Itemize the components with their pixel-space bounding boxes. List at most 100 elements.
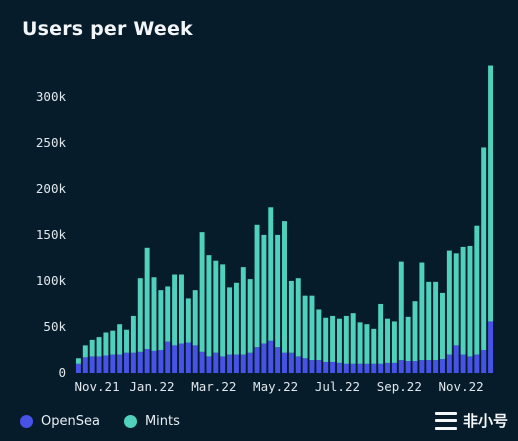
bar-mints[interactable] — [295, 278, 301, 357]
bar-mints[interactable] — [124, 329, 129, 353]
bar-mints[interactable] — [268, 207, 274, 341]
bar-opensea[interactable] — [268, 340, 274, 373]
bar-opensea[interactable] — [192, 345, 198, 373]
bar-mints[interactable] — [433, 281, 439, 361]
bar-mints[interactable] — [398, 261, 404, 361]
bar-opensea[interactable] — [213, 352, 219, 373]
bar-mints[interactable] — [336, 318, 342, 363]
bar-opensea[interactable] — [364, 363, 370, 373]
bar-mints[interactable] — [412, 301, 418, 362]
bar-mints[interactable] — [419, 262, 425, 361]
bar-opensea[interactable] — [254, 347, 260, 373]
bar-opensea[interactable] — [330, 361, 336, 373]
bar-mints[interactable] — [96, 337, 102, 357]
bar-opensea[interactable] — [371, 363, 377, 373]
bar-opensea[interactable] — [295, 356, 301, 373]
bar-mints[interactable] — [460, 246, 466, 355]
bar-opensea[interactable] — [240, 354, 246, 373]
bar-opensea[interactable] — [247, 352, 253, 373]
bar-mints[interactable] — [302, 295, 308, 359]
bar-opensea[interactable] — [350, 363, 356, 373]
bar-opensea[interactable] — [75, 363, 81, 373]
bar-mints[interactable] — [426, 281, 432, 361]
bar-mints[interactable] — [364, 324, 370, 364]
bar-mints[interactable] — [75, 358, 81, 364]
bar-mints[interactable] — [330, 315, 336, 362]
bar-opensea[interactable] — [117, 354, 123, 373]
bar-mints[interactable] — [254, 224, 260, 348]
bar-mints[interactable] — [110, 330, 116, 355]
bar-opensea[interactable] — [130, 352, 136, 373]
bar-opensea[interactable] — [137, 351, 143, 373]
bar-opensea[interactable] — [199, 351, 205, 373]
bar-opensea[interactable] — [110, 354, 116, 373]
bar-mints[interactable] — [227, 287, 233, 355]
bar-opensea[interactable] — [220, 356, 226, 373]
bar-mints[interactable] — [261, 234, 267, 344]
bar-mints[interactable] — [385, 318, 391, 363]
bar-mints[interactable] — [378, 303, 384, 364]
bar-mints[interactable] — [453, 253, 459, 346]
bar-opensea[interactable] — [316, 360, 322, 373]
bar-mints[interactable] — [343, 315, 349, 364]
bar-opensea[interactable] — [302, 358, 308, 373]
bar-mints[interactable] — [220, 264, 226, 357]
bar-mints[interactable] — [206, 255, 212, 357]
bar-mints[interactable] — [488, 65, 494, 322]
bar-mints[interactable] — [474, 225, 480, 355]
bar-mints[interactable] — [117, 324, 123, 355]
bar-mints[interactable] — [357, 322, 363, 364]
bar-opensea[interactable] — [124, 352, 129, 373]
bar-mints[interactable] — [89, 339, 95, 357]
bar-opensea[interactable] — [385, 362, 391, 373]
bar-opensea[interactable] — [378, 363, 384, 373]
bar-opensea[interactable] — [426, 360, 432, 373]
bar-mints[interactable] — [316, 309, 322, 361]
bar-opensea[interactable] — [165, 341, 171, 373]
bar-opensea[interactable] — [96, 356, 102, 373]
bar-opensea[interactable] — [460, 354, 466, 373]
bar-mints[interactable] — [371, 328, 377, 364]
bar-mints[interactable] — [213, 260, 219, 353]
bar-opensea[interactable] — [172, 345, 178, 373]
bar-mints[interactable] — [172, 274, 178, 346]
bar-opensea[interactable] — [357, 363, 363, 373]
bar-opensea[interactable] — [309, 360, 315, 373]
bar-opensea[interactable] — [433, 360, 439, 373]
bar-opensea[interactable] — [419, 360, 425, 373]
bar-opensea[interactable] — [151, 350, 157, 373]
bar-mints[interactable] — [391, 321, 397, 363]
bar-mints[interactable] — [199, 232, 205, 352]
bar-opensea[interactable] — [82, 357, 88, 373]
bar-mints[interactable] — [467, 245, 473, 357]
bar-mints[interactable] — [282, 221, 287, 353]
bar-mints[interactable] — [233, 282, 239, 355]
bar-opensea[interactable] — [288, 352, 294, 373]
bar-opensea[interactable] — [343, 363, 349, 373]
bar-opensea[interactable] — [227, 354, 233, 373]
bar-mints[interactable] — [103, 332, 109, 356]
bar-opensea[interactable] — [178, 343, 184, 373]
bar-mints[interactable] — [350, 313, 356, 364]
bar-mints[interactable] — [130, 315, 136, 353]
bar-opensea[interactable] — [446, 354, 452, 373]
bar-opensea[interactable] — [103, 355, 109, 373]
bar-opensea[interactable] — [185, 342, 191, 373]
bar-mints[interactable] — [275, 234, 281, 348]
bar-mints[interactable] — [446, 250, 452, 355]
bar-opensea[interactable] — [206, 356, 212, 373]
bar-mints[interactable] — [178, 274, 184, 344]
bar-opensea[interactable] — [412, 361, 418, 373]
bar-opensea[interactable] — [467, 356, 473, 373]
bar-opensea[interactable] — [323, 361, 329, 373]
bar-mints[interactable] — [240, 267, 246, 355]
bar-mints[interactable] — [165, 286, 171, 342]
bar-opensea[interactable] — [405, 361, 411, 373]
bar-opensea[interactable] — [282, 352, 287, 373]
bar-mints[interactable] — [82, 345, 88, 358]
bar-opensea[interactable] — [336, 362, 342, 373]
bar-opensea[interactable] — [275, 347, 281, 373]
bar-mints[interactable] — [185, 298, 191, 343]
bar-opensea[interactable] — [453, 345, 459, 373]
bar-mints[interactable] — [151, 277, 157, 351]
